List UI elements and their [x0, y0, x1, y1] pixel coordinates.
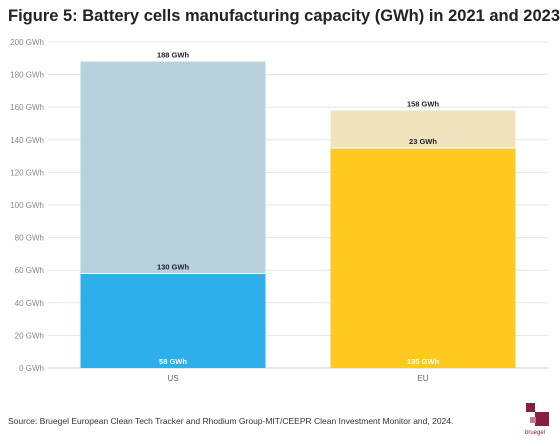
- bar-base-eu: [330, 147, 516, 368]
- y-tick-label: 180 GWh: [10, 71, 44, 80]
- bar-base-us: [80, 273, 266, 368]
- source-note: Source: Bruegel European Clean Tech Trac…: [8, 416, 454, 426]
- data-label-increase: 23 GWh: [409, 137, 437, 146]
- bar-increase-eu: [330, 110, 516, 148]
- x-category-label: EU: [417, 374, 428, 383]
- data-label-total: 188 GWh: [157, 51, 190, 60]
- y-tick-label: 200 GWh: [10, 38, 44, 47]
- chart-title: Figure 5: Battery cells manufacturing ca…: [8, 7, 560, 25]
- data-label-increase: 130 GWh: [157, 262, 190, 271]
- data-label-base: 58 GWh: [159, 357, 187, 366]
- y-tick-label: 20 GWh: [15, 331, 44, 340]
- y-tick-label: 160 GWh: [10, 103, 44, 112]
- y-tick-label: 80 GWh: [15, 234, 44, 243]
- logo-text: bruegel: [525, 430, 546, 436]
- y-tick-label: 40 GWh: [15, 299, 44, 308]
- bar-increase-us: [80, 61, 266, 274]
- bruegel-logo-icon: [526, 403, 549, 426]
- y-tick-label: 0 GWh: [19, 364, 44, 373]
- y-tick-label: 100 GWh: [10, 201, 44, 210]
- data-label-base: 135 GWh: [407, 357, 440, 366]
- y-tick-label: 120 GWh: [10, 168, 44, 177]
- bar-chart: 0 GWh 20 GWh 40 GWh 60 GWh 80 GWh 100 GWh 120 …: [10, 38, 548, 383]
- data-label-total: 158 GWh: [407, 99, 440, 108]
- y-tick-label: 140 GWh: [10, 136, 44, 145]
- y-tick-label: 60 GWh: [15, 266, 44, 275]
- x-category-label: US: [167, 374, 178, 383]
